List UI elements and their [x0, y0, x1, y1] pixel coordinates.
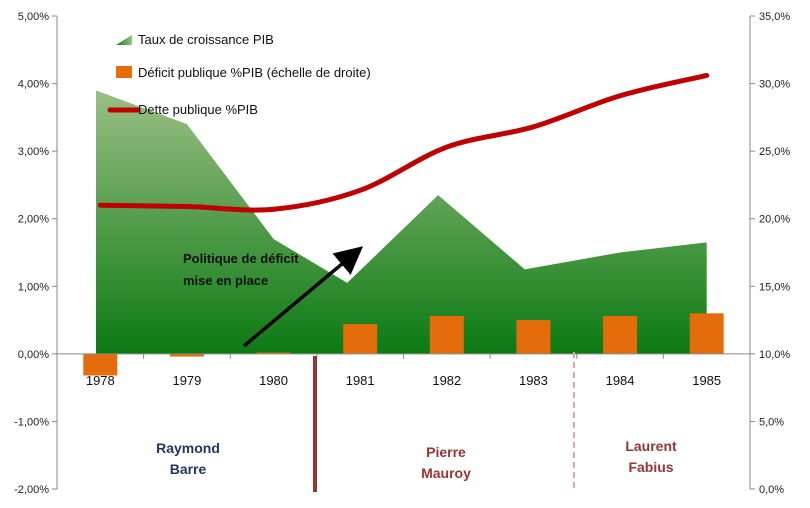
period-barre-line-2: Barre	[170, 461, 207, 477]
deficit-bar-1984	[603, 316, 638, 354]
category-label-1982: 1982	[432, 373, 461, 388]
left-tick-label: -2,00%	[14, 484, 49, 496]
deficit-bar-1980	[256, 352, 291, 354]
annotation-line-1: Politique de déficit	[183, 251, 299, 266]
deficit-bar-1983	[516, 320, 551, 354]
gdp-area-layer	[95, 90, 707, 354]
deficit-bar-1982	[429, 316, 464, 354]
gdp-area	[95, 90, 707, 354]
annotation-arrow	[242, 246, 364, 348]
legend-deficit-swatch	[116, 66, 132, 78]
category-label-1984: 1984	[606, 373, 635, 388]
category-label-1985: 1985	[692, 373, 721, 388]
legend: Taux de croissance PIB Déficit publique …	[107, 32, 371, 117]
period-barre-line-1: Raymond	[156, 440, 220, 456]
right-tick-label: 20,0%	[759, 214, 790, 226]
category-label-1979: 1979	[172, 373, 201, 388]
left-tick-label: 3,00%	[18, 146, 49, 158]
right-tick-label: 30,0%	[759, 79, 790, 91]
category-label-1978: 1978	[86, 373, 115, 388]
legend-debt-label: Dette publique %PIB	[138, 102, 258, 117]
right-tick-label: 10,0%	[759, 349, 790, 361]
annotation: Politique de déficit mise en place	[183, 246, 364, 348]
category-labels-layer: 1978 1979 1980 1981 1982 1983 1984 1985	[86, 373, 721, 388]
right-tick-label: 0,0%	[759, 484, 784, 496]
deficit-bar-1981	[343, 324, 378, 354]
period-mauroy-line-2: Mauroy	[421, 465, 471, 481]
annotation-line-2: mise en place	[183, 273, 268, 288]
legend-gdp-label: Taux de croissance PIB	[138, 32, 274, 47]
deficit-bars-layer	[83, 313, 724, 376]
right-tick-label: 15,0%	[759, 281, 790, 293]
left-tick-label: 4,00%	[18, 79, 49, 91]
left-tick-label: 5,00%	[18, 11, 49, 23]
left-tick-label: 1,00%	[18, 281, 49, 293]
period-labels: Raymond Barre Pierre Mauroy Laurent Fabi…	[156, 438, 677, 481]
left-tick-label: -1,00%	[14, 416, 49, 428]
debt-line-layer	[97, 72, 710, 213]
right-tick-label: 5,0%	[759, 416, 784, 428]
period-fabius-line-2: Fabius	[628, 459, 673, 475]
period-fabius-line-1: Laurent	[625, 438, 677, 454]
left-tick-label: 2,00%	[18, 214, 49, 226]
category-label-1980: 1980	[259, 373, 288, 388]
category-label-1983: 1983	[519, 373, 548, 388]
period-mauroy-line-1: Pierre	[426, 444, 466, 460]
right-tick-label: 25,0%	[759, 146, 790, 158]
category-label-1981: 1981	[346, 373, 375, 388]
debt-line	[97, 72, 710, 213]
right-tick-label: 35,0%	[759, 11, 790, 23]
deficit-bar-1979	[169, 353, 204, 357]
deficit-bar-1985	[689, 313, 724, 354]
legend-gdp-swatch	[116, 35, 132, 45]
legend-deficit-label: Déficit publique %PIB (échelle de droite…	[138, 65, 371, 80]
deficit-bar-1978	[83, 353, 118, 376]
axes-layer: -2,00% -1,00% 0,00% 1,00% 2,00% 3,00% 4,00% 5,0…	[14, 11, 790, 496]
left-tick-label: 0,00%	[18, 349, 49, 361]
